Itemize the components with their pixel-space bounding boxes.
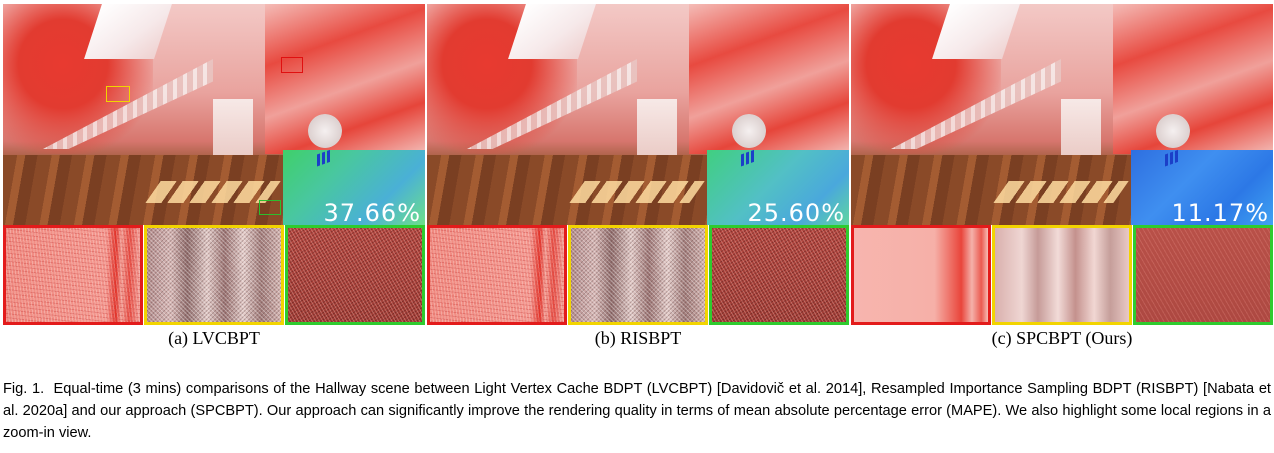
hallway-render-risbpt: 25.60% xyxy=(427,4,849,225)
zoom-insets-lvcbpt xyxy=(3,225,425,325)
error-map-lvcbpt: 37.66% xyxy=(283,149,425,225)
error-map-spcbpt: 11.17% xyxy=(1131,149,1273,225)
hallway-render-spcbpt: 11.17% xyxy=(851,4,1273,225)
zoom-inset-yellow xyxy=(144,225,284,325)
red-region-marker xyxy=(281,57,303,73)
yellow-region-marker xyxy=(106,86,130,102)
panel-spcbpt: 11.17% xyxy=(851,4,1273,325)
figure-caption-text: Equal-time (3 mins) comparisons of the H… xyxy=(3,381,1271,441)
mape-value: 11.17% xyxy=(1171,199,1269,225)
zoom-insets-risbpt xyxy=(427,225,849,325)
zoom-inset-red xyxy=(3,225,143,325)
zoom-inset-red xyxy=(851,225,991,325)
subcaption-c: (c) SPCBPT (Ours) xyxy=(991,328,1133,348)
zoom-inset-green xyxy=(709,225,849,325)
mape-value: 25.60% xyxy=(747,199,845,225)
figure-caption: Fig. 1. Equal-time (3 mins) comparisons … xyxy=(3,378,1271,444)
green-region-marker xyxy=(259,200,281,215)
mape-value: 37.66% xyxy=(323,199,421,225)
zoom-insets-spcbpt xyxy=(851,225,1273,325)
zoom-inset-red xyxy=(427,225,567,325)
panel-risbpt: 25.60% xyxy=(427,4,849,325)
error-map-risbpt: 25.60% xyxy=(707,149,849,225)
subcaption-b: (b) RISBPT xyxy=(594,328,682,348)
zoom-inset-yellow xyxy=(992,225,1132,325)
zoom-inset-green xyxy=(1133,225,1273,325)
hallway-render-lvcbpt: 37.66% xyxy=(3,4,425,225)
zoom-inset-green xyxy=(285,225,425,325)
figure-label: Fig. 1. xyxy=(3,381,45,397)
panel-lvcbpt: 37.66% xyxy=(3,4,425,325)
subcaption-a: (a) LVCBPT xyxy=(168,328,260,348)
zoom-inset-yellow xyxy=(568,225,708,325)
